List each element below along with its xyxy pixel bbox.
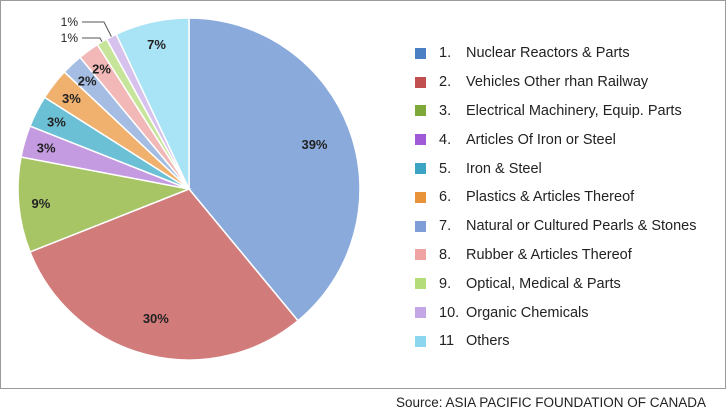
legend-swatch [415,220,426,232]
legend-number: 2. [439,74,452,91]
leader-line-9 [82,37,103,43]
legend-swatch [415,307,426,319]
data-label-2: 30% [143,311,169,326]
legend-number: 8. [439,246,452,263]
legend-swatch [415,278,426,290]
data-label-1: 39% [301,137,327,152]
pie-slice-1 [188,17,361,322]
legend-label: Iron & Steel [466,160,542,177]
pie-slice-2 [29,188,300,361]
legend-item-5: 5. Iron & Steel [415,154,697,183]
legend-label: Natural or Cultured Pearls & Stones [466,218,697,235]
legend-swatch [415,76,426,88]
legend-label: Organic Chemicals [466,304,589,321]
data-label-7: 2% [78,74,97,89]
data-label-6: 3% [62,91,81,106]
legend-number: 6. [439,189,452,206]
legend-number: 11 [439,333,455,350]
legend-item-3: 3. Electrical Machinery, Equip. Parts [415,97,697,126]
legend-swatch [415,191,426,203]
data-label-3: 9% [31,196,50,211]
legend-item-4: 4. Articles Of Iron or Steel [415,125,697,154]
legend-label: Others [466,333,510,350]
legend-number: 1. [439,45,452,62]
legend-item-6: 6. Plastics & Articles Thereof [415,183,697,212]
pie-chart: 39% 30% 9% 3% 3% 3% 2%2% 1% 1% 7% [17,15,361,361]
legend-label: Plastics & Articles Thereof [466,189,635,206]
legend-item-8: 8. Rubber & Articles Thereof [415,241,697,270]
legend-label: Vehicles Other rhan Railway [466,74,649,91]
data-label-10: 1% [61,15,79,29]
chart-legend: 1. Nuclear Reactors & Parts 2. Vehicles Oth… [415,39,697,356]
legend-swatch [415,105,426,117]
legend-label: Nuclear Reactors & Parts [466,45,630,62]
data-label-11: 7% [147,37,166,52]
pie-slice-11 [115,17,190,190]
legend-label: Rubber & Articles Thereof [466,246,632,263]
legend-item-9: 9. Optical, Medical & Parts [415,269,697,298]
legend-swatch [415,249,426,261]
legend-swatch [415,47,426,59]
legend-item-2: 2. Vehicles Other rhan Railway [415,68,697,97]
legend-swatch [415,134,426,146]
legend-number: 3. [439,102,452,119]
legend-number: 4. [439,131,452,148]
legend-item-11: 11 Others [415,327,697,356]
legend-swatch [415,335,426,347]
data-label-4: 3% [37,140,56,155]
legend-number: 9. [439,275,452,292]
data-label-8: 2% [92,62,111,77]
legend-label: Optical, Medical & Parts [466,275,621,292]
pie-slice-3 [17,156,192,253]
legend-item-7: 7. Natural or Cultured Pearls & Stones [415,212,697,241]
data-label-5: 3% [47,114,66,129]
data-label-9: 1% [61,31,79,45]
legend-item-1: 1. Nuclear Reactors & Parts [415,39,697,68]
legend-item-10: 10. Organic Chemicals [415,298,697,327]
legend-number: 5. [439,160,452,177]
legend-number: 10. [439,304,460,321]
legend-swatch [415,163,426,175]
legend-label: Electrical Machinery, Equip. Parts [466,102,682,119]
leader-line-10 [82,21,112,37]
legend-number: 7. [439,218,452,235]
legend-label: Articles Of Iron or Steel [466,131,616,148]
source-note: Source: ASIA PACIFIC FOUNDATION OF CANAD… [395,395,706,410]
